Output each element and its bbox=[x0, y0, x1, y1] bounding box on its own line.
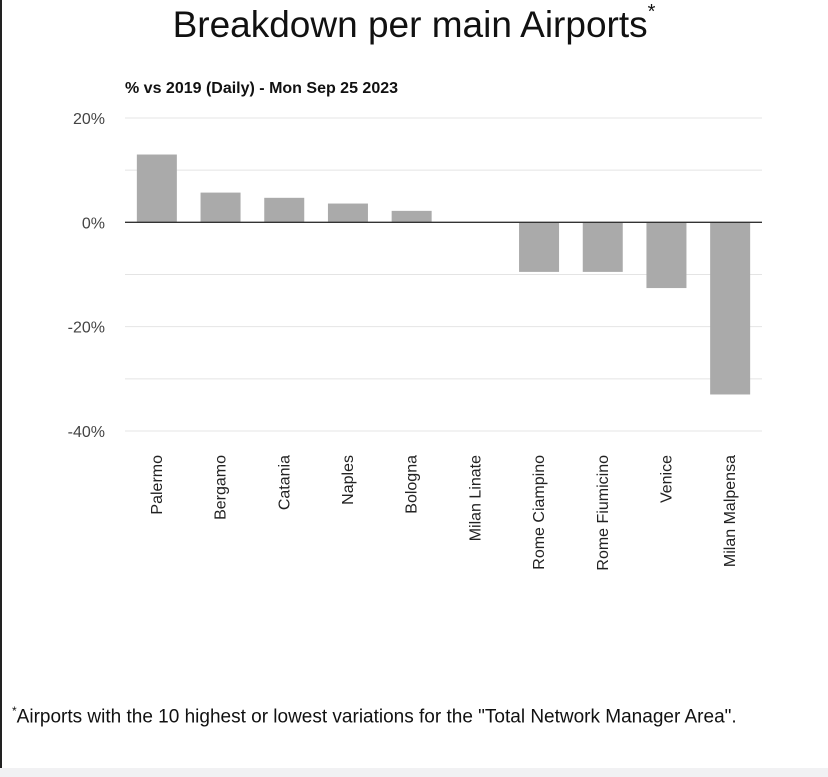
x-tick-label: Naples bbox=[340, 455, 357, 505]
x-tick-label: Milan Linate bbox=[467, 455, 484, 541]
bar-rome-ciampino bbox=[519, 222, 560, 272]
x-tick-label: Catania bbox=[276, 455, 293, 510]
x-tick-label: Milan Malpensa bbox=[722, 455, 739, 567]
page-title: Breakdown per main Airports* bbox=[0, 0, 828, 46]
y-tick-label: -20% bbox=[68, 320, 105, 337]
bar-venice bbox=[646, 222, 687, 289]
bar-naples bbox=[327, 203, 368, 223]
footnote-asterisk: * bbox=[12, 704, 17, 718]
y-tick-label: -40% bbox=[68, 424, 105, 441]
page-title-text: Breakdown per main Airports bbox=[172, 4, 648, 45]
x-tick-label: Bologna bbox=[404, 455, 421, 514]
x-tick-label: Rome Fiumicino bbox=[595, 455, 612, 571]
bars bbox=[136, 154, 751, 395]
x-axis-ticks: Palermo Bergamo Catania Naples Bologna Milan … bbox=[149, 455, 739, 571]
bar-chart: 20% 0% -20% -40% Palermo Bergamo Catania Naple… bbox=[68, 111, 762, 571]
bar-palermo bbox=[136, 154, 177, 223]
footnote-text: Airports with the 10 highest or lowest v… bbox=[16, 706, 737, 728]
x-tick-label: Bergamo bbox=[213, 455, 230, 520]
y-tick-label: 0% bbox=[82, 215, 105, 232]
bar-rome-fiumicino bbox=[582, 222, 623, 272]
grid-layer bbox=[125, 117, 762, 432]
chart-subtitle: % vs 2019 (Daily) - Mon Sep 25 2023 bbox=[125, 80, 399, 97]
x-tick-label: Rome Ciampino bbox=[531, 455, 548, 570]
y-tick-label: 20% bbox=[73, 111, 105, 128]
bar-catania bbox=[264, 197, 305, 223]
y-axis-ticks: 20% 0% -20% -40% bbox=[68, 111, 105, 441]
bar-bergamo bbox=[200, 192, 241, 223]
x-tick-label: Palermo bbox=[149, 455, 166, 515]
bar-bologna bbox=[391, 210, 432, 223]
x-tick-label: Venice bbox=[658, 455, 675, 503]
title-asterisk: * bbox=[647, 0, 656, 23]
bottom-strip bbox=[0, 768, 828, 777]
bar-milan-malpensa bbox=[710, 222, 751, 395]
footnote: *Airports with the 10 highest or lowest … bbox=[12, 695, 822, 733]
